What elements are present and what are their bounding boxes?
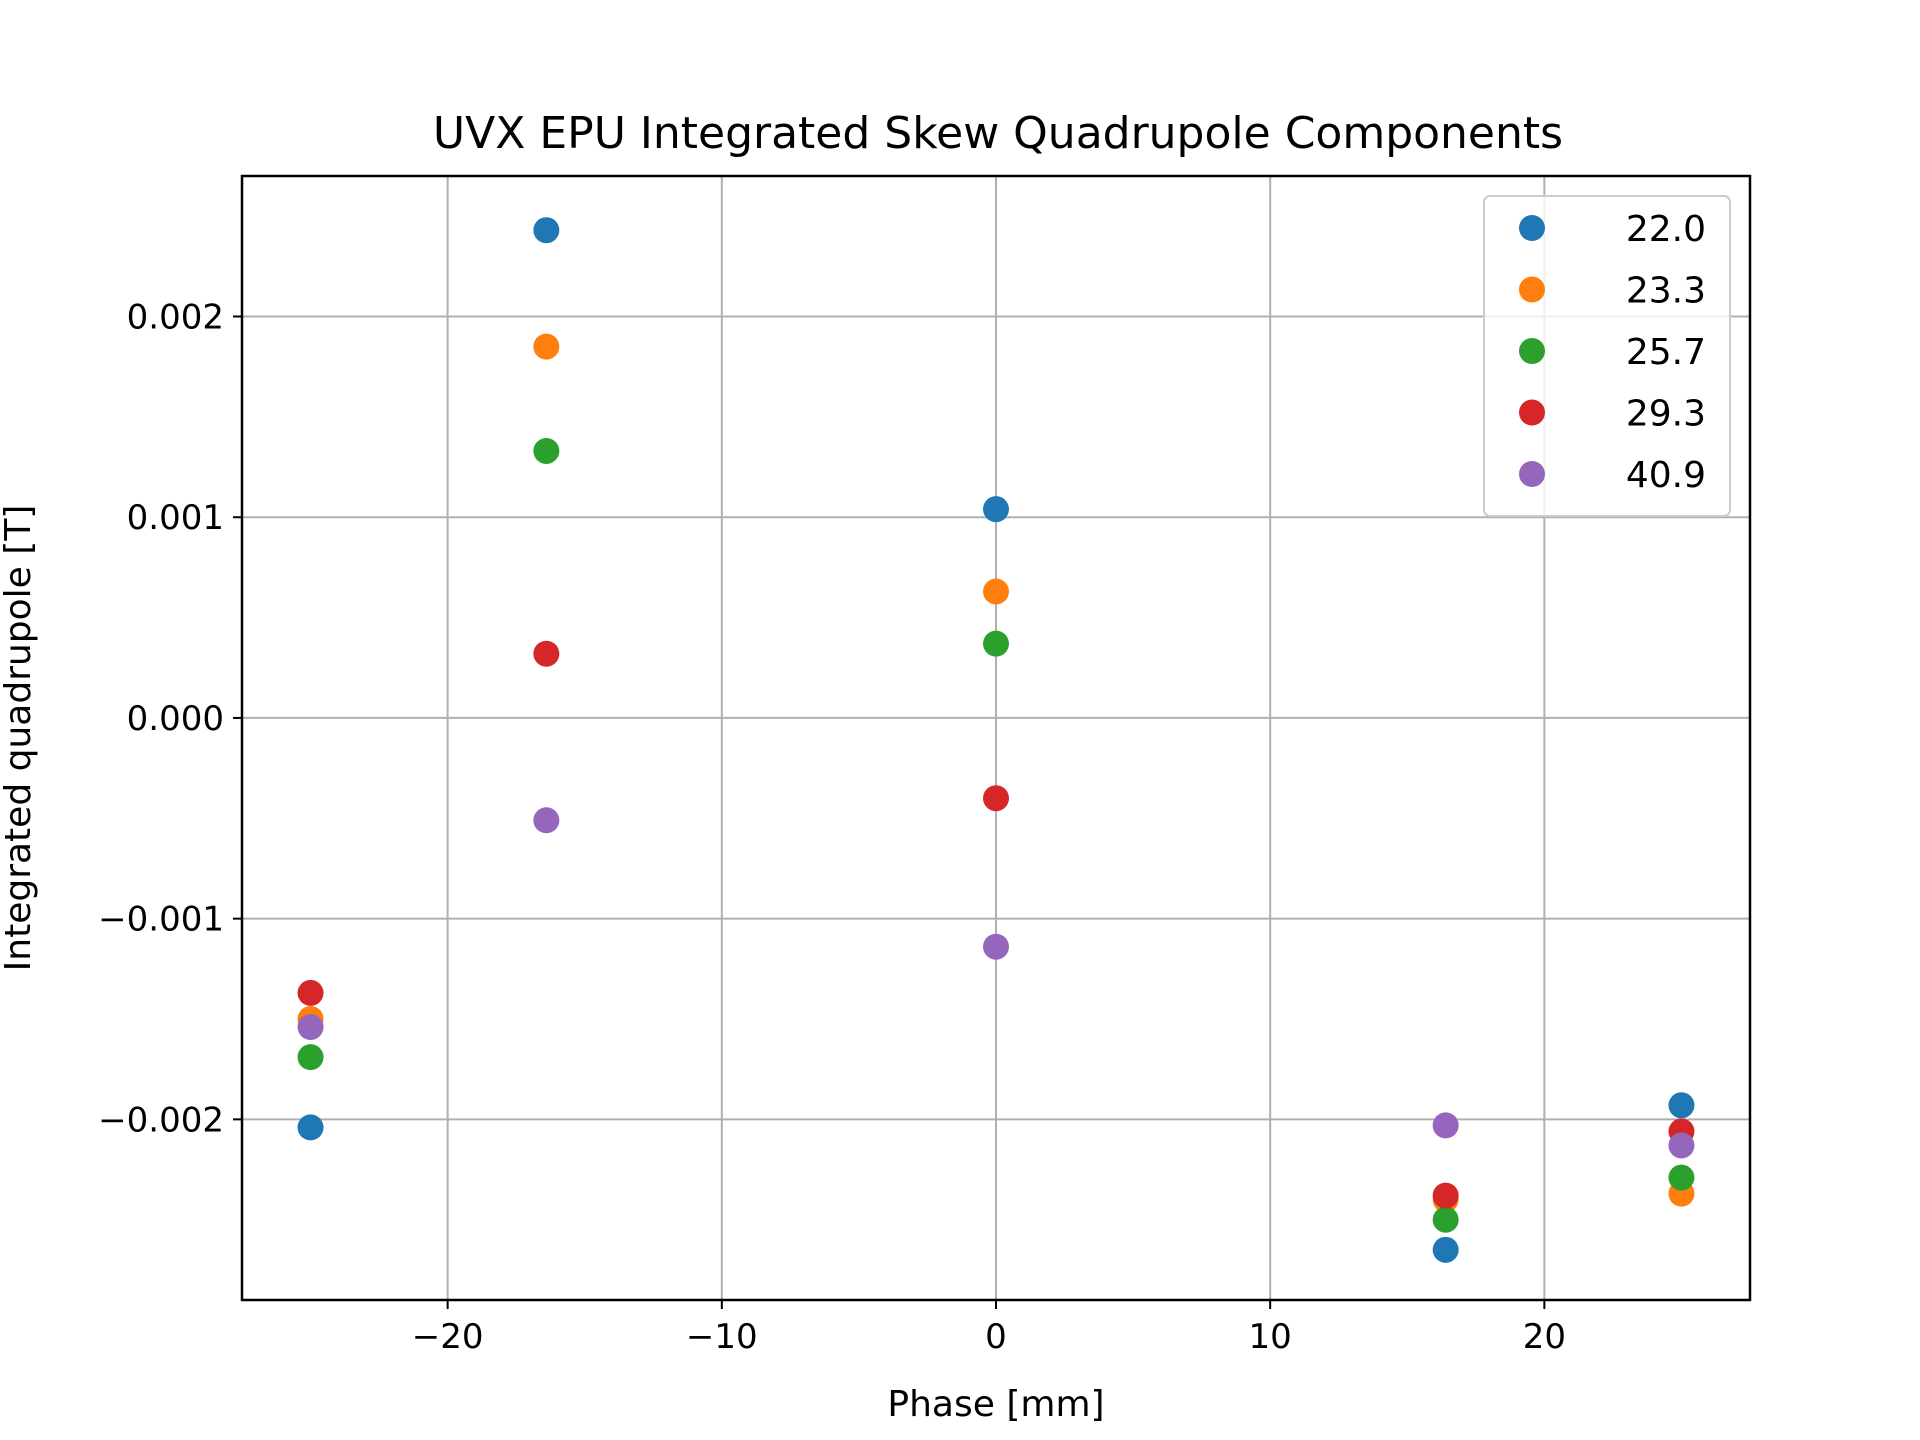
- legend-marker: [1519, 338, 1545, 364]
- y-tick-label: 0.001: [127, 498, 224, 538]
- y-tick-label: 0.002: [127, 298, 224, 338]
- x-axis-label: Phase [mm]: [887, 1384, 1104, 1425]
- data-point: [1432, 1182, 1459, 1209]
- legend-marker: [1519, 215, 1545, 241]
- data-point: [1432, 1112, 1459, 1139]
- data-points: [297, 217, 1695, 1263]
- y-tick-label: −0.002: [98, 1100, 224, 1140]
- data-point: [983, 578, 1009, 605]
- y-axis-label: Integrated quadrupole [T]: [0, 505, 39, 972]
- data-point: [297, 1044, 324, 1071]
- legend-marker: [1519, 399, 1545, 426]
- data-point: [983, 496, 1009, 523]
- x-tick-label: −20: [412, 1317, 484, 1357]
- data-point: [983, 630, 1009, 657]
- legend-label: 22.0: [1626, 209, 1706, 250]
- legend-label: 29.3: [1626, 394, 1706, 435]
- data-point: [1668, 1092, 1695, 1119]
- data-point: [1432, 1206, 1459, 1233]
- data-point: [533, 333, 560, 360]
- data-point: [533, 217, 560, 244]
- data-point: [297, 1014, 324, 1041]
- legend-label: 23.3: [1626, 271, 1706, 312]
- data-point: [533, 437, 560, 464]
- data-point: [533, 807, 560, 834]
- chart-title: UVX EPU Integrated Skew Quadrupole Compo…: [433, 108, 1563, 159]
- data-point: [297, 979, 324, 1006]
- legend-label: 25.7: [1626, 332, 1706, 373]
- legend-marker: [1519, 276, 1545, 303]
- x-tick-label: 10: [1249, 1317, 1292, 1357]
- axis-ticks: −20 −10 0 10 20 −0.002 −0.001 0.000 0.001 0.002: [98, 298, 1566, 1358]
- data-point: [533, 640, 560, 667]
- legend-label: 40.9: [1626, 455, 1706, 496]
- data-point: [1668, 1132, 1695, 1159]
- legend: 22.0 23.3 25.7 29.3 40.9: [1483, 195, 1731, 517]
- y-tick-label: 0.000: [127, 699, 224, 739]
- data-point: [983, 785, 1009, 812]
- data-point: [983, 933, 1009, 960]
- data-point: [1432, 1236, 1459, 1263]
- data-point: [297, 1114, 324, 1141]
- legend-marker: [1519, 461, 1545, 487]
- data-point: [1668, 1164, 1695, 1191]
- legend-box: [1483, 195, 1731, 517]
- x-tick-label: −10: [686, 1317, 758, 1357]
- x-tick-label: 0: [985, 1317, 1007, 1357]
- x-tick-label: 20: [1523, 1317, 1566, 1357]
- y-tick-label: −0.001: [98, 900, 224, 940]
